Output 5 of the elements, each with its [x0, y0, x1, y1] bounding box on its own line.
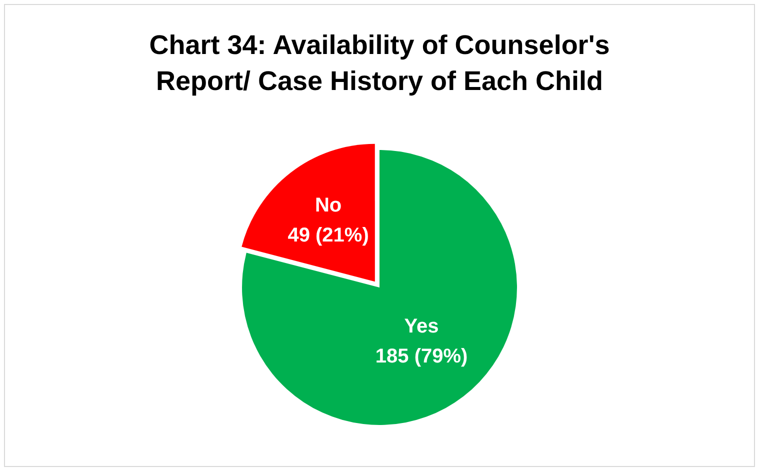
slice-label: No — [314, 194, 342, 217]
slice-label: Yes — [404, 315, 439, 338]
data-label: 185 (79%) — [375, 345, 468, 368]
data-label: 49 (21%) — [288, 224, 369, 247]
chart-title: Chart 34: Availability of Counselor's Report/ Case History of Each Child — [148, 29, 611, 98]
